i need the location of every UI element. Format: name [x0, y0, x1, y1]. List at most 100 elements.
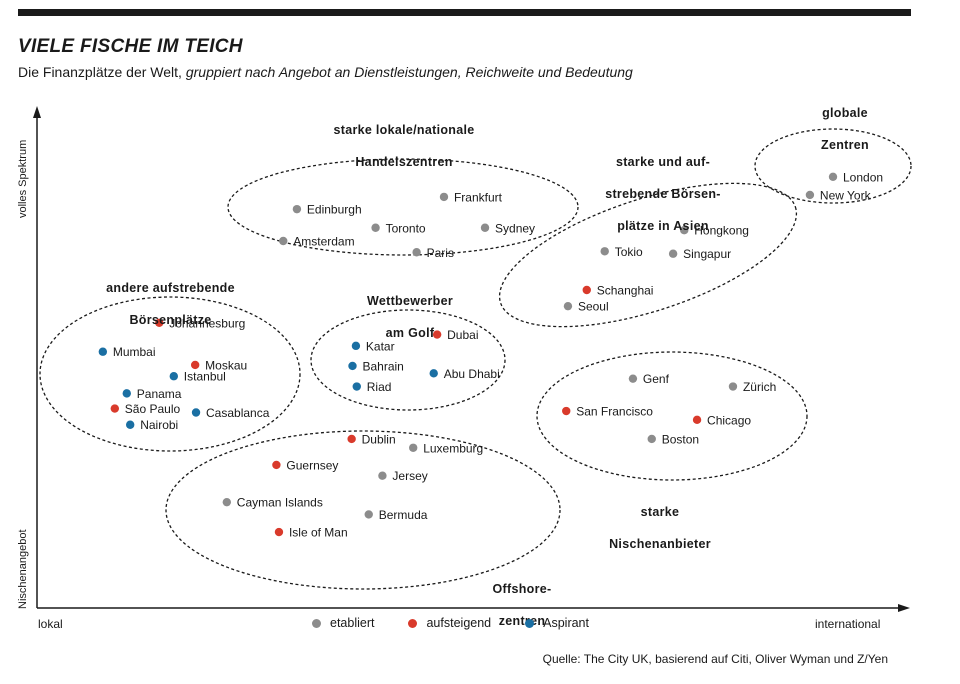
point-luxemburg: [409, 443, 418, 452]
ellipse-golf: [310, 309, 506, 411]
top-rule: [18, 9, 911, 16]
legend: etabliert aufsteigend Aspirant: [312, 616, 623, 630]
point-dubai: [432, 330, 442, 339]
subtitle-italic: gruppiert nach Angebot an Dienstleistung…: [185, 64, 633, 80]
point-label-paris: Paris: [427, 246, 454, 260]
x-axis-label-left: lokal: [38, 617, 63, 631]
chart-subtitle: Die Finanzplätze der Welt, gruppiert nac…: [18, 64, 633, 80]
point-label-istanbul: Istanbul: [184, 370, 226, 384]
point-label-bahrain: Bahrain: [362, 359, 403, 373]
group-label-line: Offshore-: [492, 582, 552, 596]
group-label-line: plätze in Asien: [617, 219, 709, 233]
legend-label: etabliert: [330, 616, 375, 630]
point-label-dublin: Dublin: [362, 432, 396, 446]
point-label-panama: Panama: [137, 387, 182, 401]
group-label-globale-zentren: globale Zentren: [795, 89, 895, 153]
legend-dot-aspirant: [525, 618, 535, 628]
point-london: [828, 172, 838, 181]
group-label-aufstrebende: andere aufstrebende Börsenplätze: [88, 264, 253, 328]
point-casablanca: [191, 408, 201, 417]
group-label-line: globale: [822, 106, 868, 120]
point-san-francisco: [562, 406, 571, 416]
point-genf: [628, 374, 638, 383]
group-label-line: andere aufstrebende: [106, 281, 235, 295]
legend-dot-etabliert: [312, 618, 321, 628]
point-abu-dhabi: [429, 369, 438, 378]
point-label-san-francisco: San Francisco: [576, 405, 653, 419]
group-label-nischenanbieter: starke Nischenanbieter: [590, 488, 730, 552]
legend-item-aspirant: Aspirant: [525, 616, 589, 630]
subtitle-plain: Die Finanzplätze der Welt,: [18, 64, 182, 80]
point-chicago: [692, 415, 702, 425]
ellipse-asien: [498, 182, 798, 328]
point-hongkong: [680, 226, 689, 235]
ellipse-globale-zentren: [754, 128, 912, 204]
point-label-nairobi: Nairobi: [140, 418, 178, 432]
point-paris: [412, 248, 421, 257]
point-s-o-paulo: [110, 404, 120, 413]
point-z-rich: [728, 382, 738, 391]
group-label-handelszentren: starke lokale/nationale Handelszentren: [314, 106, 494, 170]
point-moskau: [190, 360, 200, 370]
point-label-tokio: Tokio: [615, 245, 643, 259]
point-dublin: [347, 434, 356, 444]
point-frankfurt: [439, 192, 449, 202]
point-label-abu-dhabi: Abu Dhabi: [444, 367, 500, 381]
y-axis-label-bottom: Nischenangebot: [17, 529, 29, 609]
legend-item-etabliert: etabliert: [312, 616, 374, 630]
point-edinburgh: [292, 204, 302, 214]
point-label-isle-of-man: Isle of Man: [289, 526, 348, 540]
point-label-seoul: Seoul: [578, 300, 609, 314]
point-isle-of-man: [274, 527, 284, 537]
point-toronto: [371, 223, 380, 232]
group-label-line: starke: [640, 505, 680, 519]
point-tokio: [600, 247, 609, 256]
point-label-johannesburg: Johannesburg: [169, 316, 245, 330]
point-label-z-rich: Zürich: [743, 380, 776, 394]
chart-title: VIELE FISCHE IM TEICH: [18, 36, 243, 57]
y-axis-arrow-icon: [33, 106, 41, 118]
point-label-sydney: Sydney: [495, 221, 535, 235]
point-label-mumbai: Mumbai: [113, 345, 156, 359]
point-label-dubai: Dubai: [447, 328, 478, 342]
point-label-singapur: Singapur: [683, 247, 731, 261]
point-new-york: [805, 190, 815, 200]
source-note: Quelle: The City UK, basierend auf Citi,…: [542, 652, 888, 666]
point-label-katar: Katar: [366, 339, 395, 353]
point-katar: [351, 341, 361, 351]
x-axis-label-right: international: [815, 617, 881, 631]
point-schanghai: [582, 285, 591, 295]
point-johannesburg: [155, 318, 164, 328]
legend-dot-aufsteigend: [408, 618, 418, 628]
ellipse-offshore: [165, 430, 561, 590]
point-boston: [647, 434, 656, 444]
point-cayman-islands: [222, 497, 232, 507]
point-riad: [352, 382, 361, 391]
point-label-new-york: New York: [820, 188, 872, 202]
ellipse-aufstrebende: [39, 296, 301, 452]
point-singapur: [668, 249, 678, 258]
point-label-frankfurt: Frankfurt: [454, 190, 503, 204]
x-axis-arrow-icon: [898, 604, 910, 612]
ellipse-handelszentren: [227, 158, 579, 256]
legend-label: Aspirant: [543, 616, 589, 630]
legend-item-aufsteigend: aufsteigend: [408, 616, 491, 630]
group-label-line: Nischenanbieter: [609, 537, 711, 551]
point-label-london: London: [843, 170, 883, 184]
point-label-guernsey: Guernsey: [286, 458, 338, 472]
group-label-golf: Wettbewerber am Golf: [350, 277, 470, 341]
group-label-asien: starke und auf- strebende Börsen- plätze…: [593, 138, 733, 234]
ellipse-nischenanbieter: [536, 351, 808, 481]
point-label-casablanca: Casablanca: [206, 406, 270, 420]
point-label-cayman-islands: Cayman Islands: [237, 496, 323, 510]
group-label-line: Wettbewerber: [366, 294, 454, 308]
point-sydney: [480, 223, 490, 232]
group-label-line: Zentren: [821, 138, 869, 152]
point-label-jersey: Jersey: [392, 469, 427, 483]
y-axis-label-top: volles Spektrum: [17, 139, 29, 218]
point-label-s-o-paulo: São Paulo: [125, 402, 181, 416]
point-jersey: [378, 471, 387, 480]
point-label-toronto: Toronto: [386, 221, 426, 235]
point-label-amsterdam: Amsterdam: [293, 234, 354, 248]
point-amsterdam: [279, 236, 288, 246]
